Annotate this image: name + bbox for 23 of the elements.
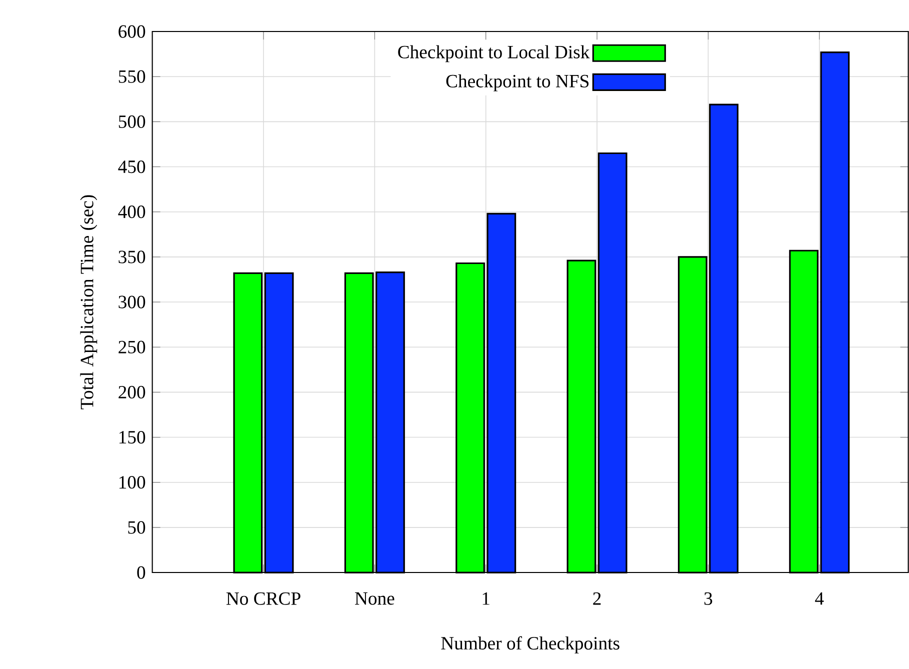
y-tick-label: 0	[137, 566, 146, 579]
y-tick-label: 500	[118, 115, 146, 128]
y-axis-title: Total Application Time (sec)	[80, 195, 98, 410]
y-tick-label: 200	[118, 386, 146, 398]
y-tick-label: 250	[118, 340, 146, 354]
x-tick-label: 4	[815, 592, 824, 605]
y-tick-label: 50	[128, 521, 146, 534]
y-tick-label: 600	[118, 25, 146, 38]
y-tick-label: 350	[118, 250, 146, 264]
y-tick-label: 550	[118, 70, 146, 83]
x-tick-label: None	[354, 592, 394, 605]
y-tick-label: 300	[118, 296, 146, 308]
legend-label: Checkpoint to Local Disk	[398, 45, 590, 62]
x-tick-label: 2	[593, 592, 601, 605]
x-tick-label: No CRCP	[226, 592, 300, 605]
x-tick-label: 1	[482, 592, 490, 605]
x-axis-title: Number of Checkpoints	[441, 636, 620, 654]
y-tick-label: 150	[119, 430, 146, 444]
legend-label: Checkpoint to NFS	[446, 74, 589, 92]
x-tick-label: 3	[704, 592, 712, 605]
y-tick-label: 400	[118, 206, 146, 218]
y-tick-label: 100	[119, 476, 146, 489]
y-tick-label: 450	[118, 160, 146, 174]
